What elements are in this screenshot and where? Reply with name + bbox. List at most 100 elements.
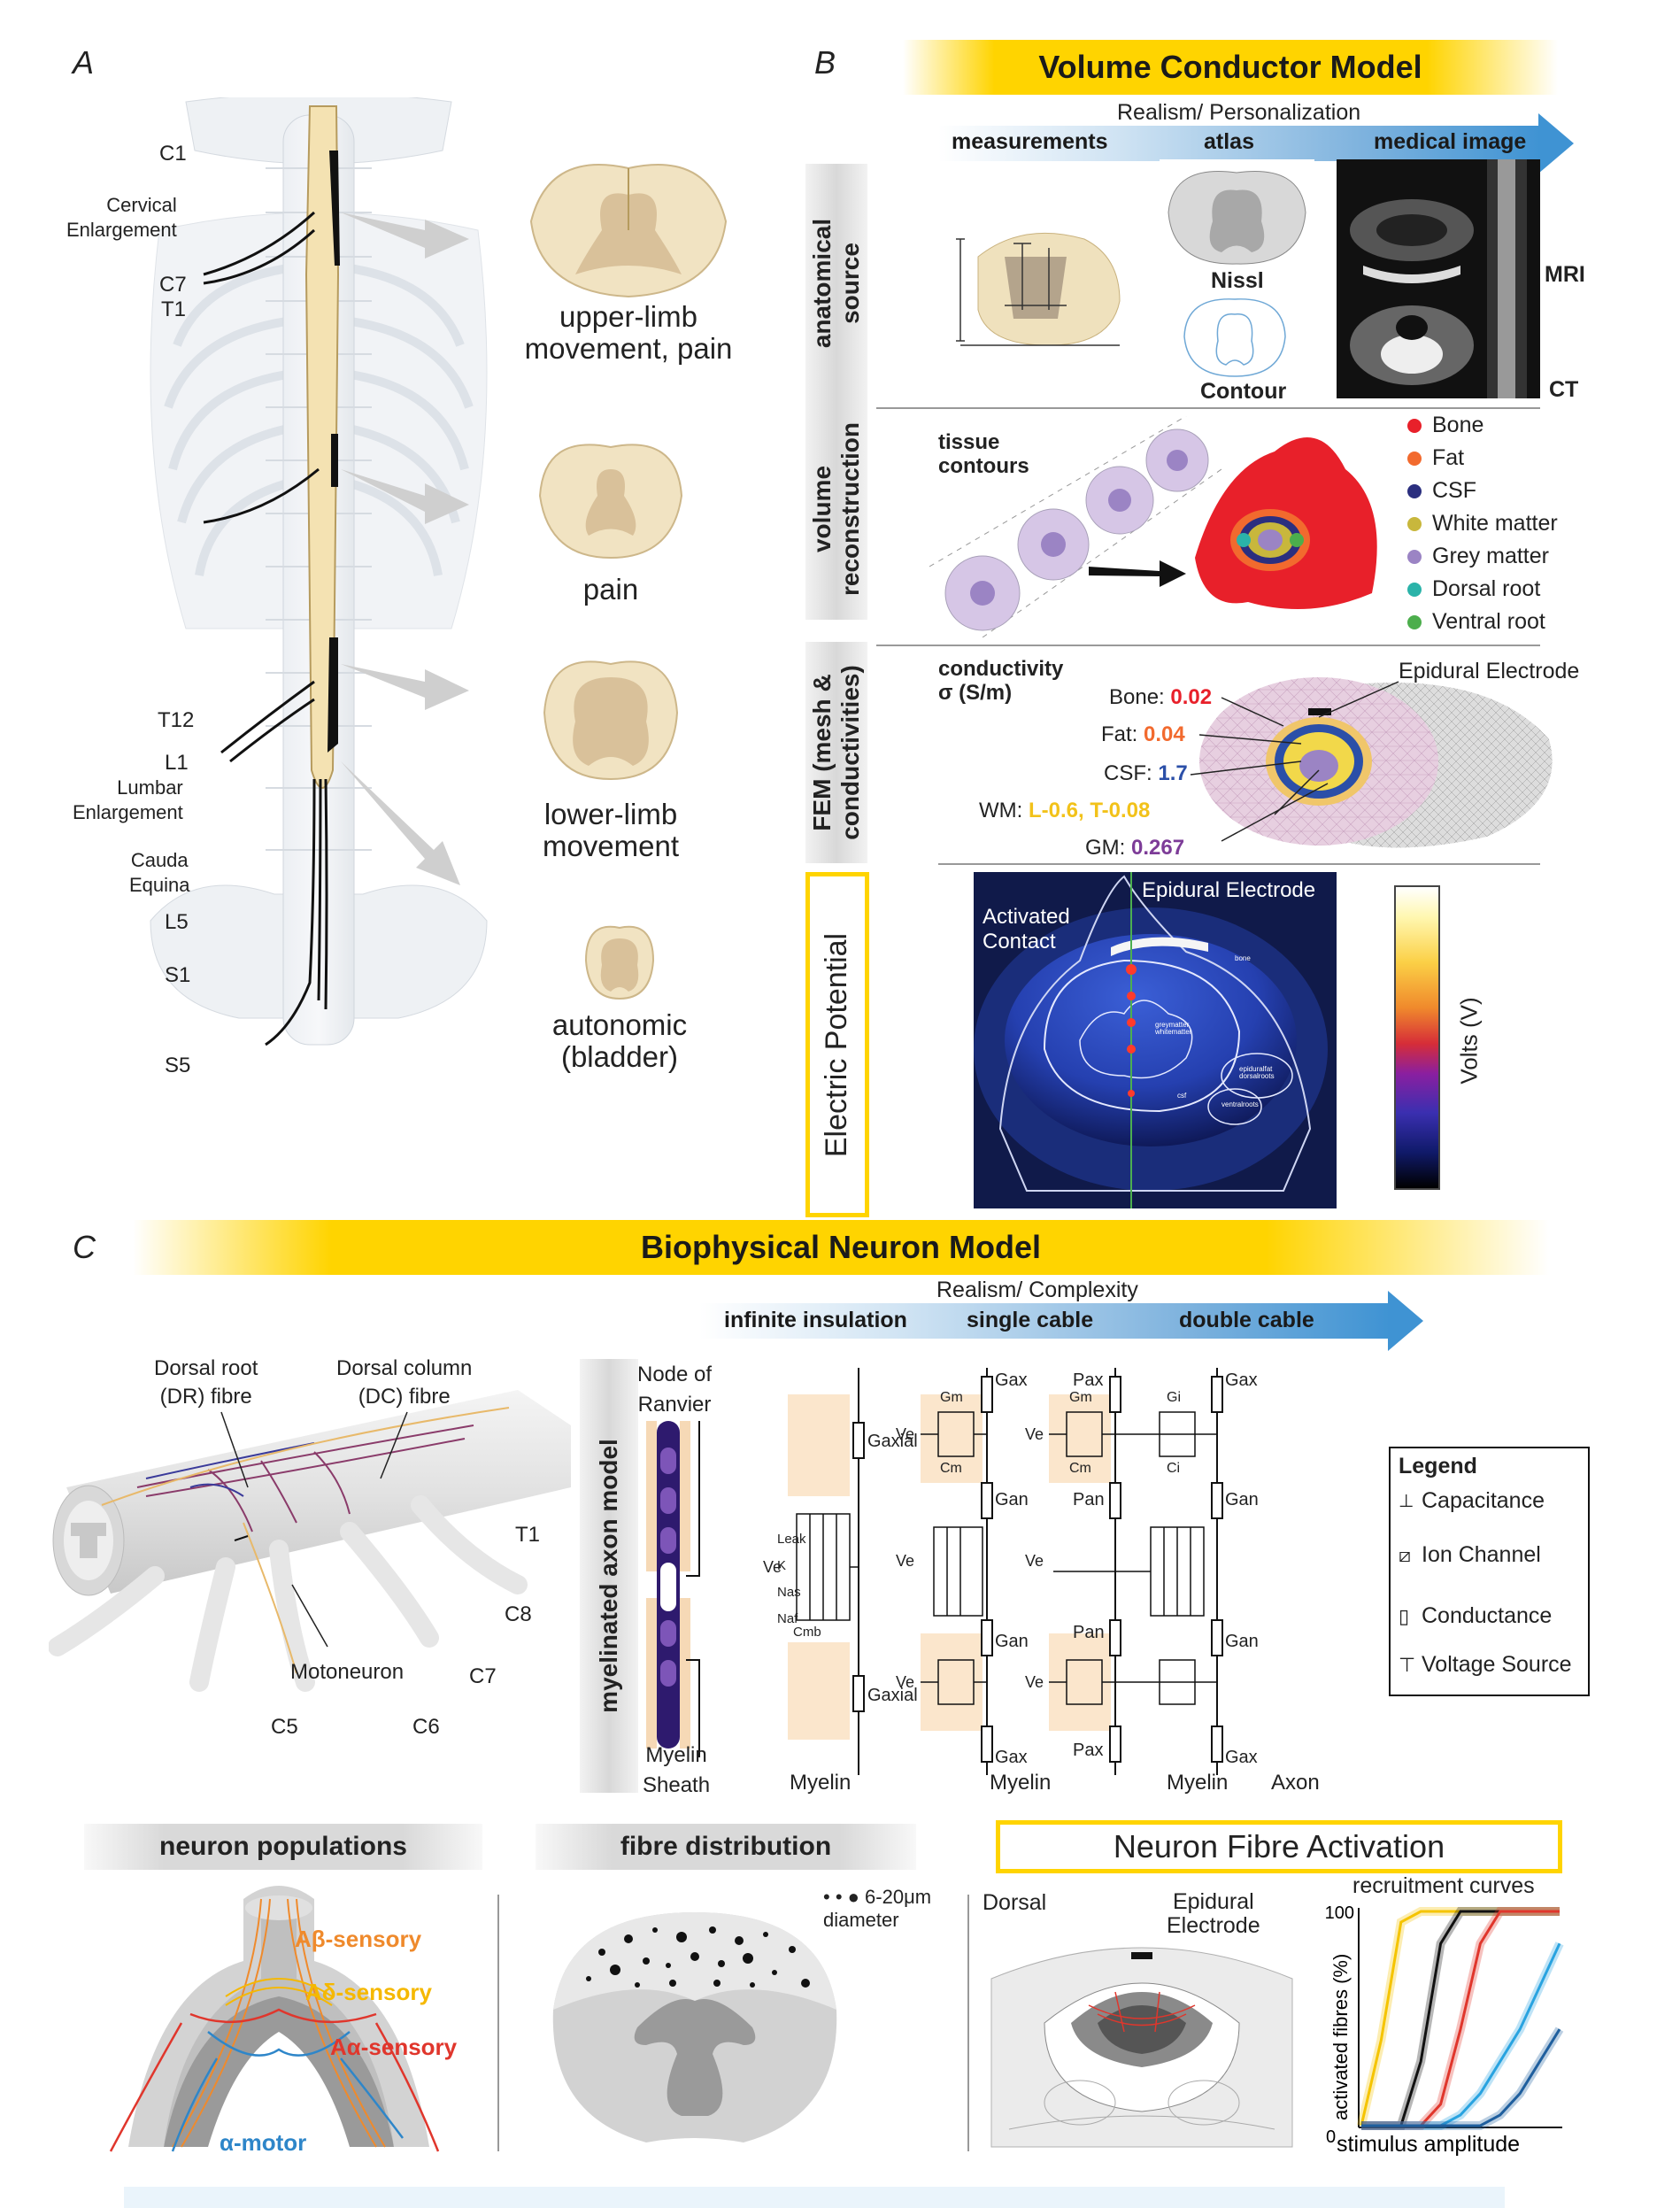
legend-capacitance: ⊥ Capacitance <box>1399 1488 1545 1513</box>
circuit-channel-k: K <box>777 1558 787 1573</box>
circuit-gaxial-bottom: Gaxial <box>867 1686 918 1705</box>
circuit-pax-bottom: Pax <box>1073 1741 1104 1760</box>
row-tab-electric-potential: Electric Potential <box>805 872 869 1217</box>
fem-value-bone: Bone: 0.02 <box>1109 685 1213 709</box>
neuron-realism-arrowhead <box>1388 1291 1423 1351</box>
fibre-distribution-tab: fibre distribution <box>536 1824 916 1870</box>
neuron-fibre-activation-tab: Neuron Fibre Activation <box>996 1820 1562 1873</box>
recruitment-curve-5 <box>1361 2028 1561 2127</box>
tissue-legend-white-matter: White matter <box>1407 507 1558 540</box>
capacitor-icon: ⊥ <box>1399 1492 1414 1511</box>
axon-model-myelin-2: Myelin <box>990 1771 1052 1795</box>
panel-label-b: B <box>814 44 836 81</box>
tissue-legend-dorsal-root: Dorsal root <box>1407 573 1558 606</box>
electric-potential-map: bone greymatter whitematter epiduralfat … <box>974 872 1337 1208</box>
y-axis-label: activated fibres (%) <box>1329 1954 1352 2120</box>
fem-value-gm: GM: 0.267 <box>1085 836 1185 860</box>
fem-electrode-label: Epidural Electrode <box>1399 659 1580 683</box>
label-node-of-ranvier: Node of Ranvier <box>637 1363 713 1417</box>
potential-tiny-whitematter: whitematter <box>1154 1028 1192 1036</box>
circuit-ve-double-2: Ve <box>1025 1552 1044 1570</box>
divider-bottom-1 <box>497 1895 499 2151</box>
volume-axis-title: Realism/ Personalization <box>1117 100 1361 125</box>
atlas-contour-label: Contour <box>1200 379 1287 404</box>
neuron-populations-tab: neuron populations <box>84 1824 482 1870</box>
spinal-column-illustration <box>150 97 488 1046</box>
potential-tiny-ventralroots: ventralroots <box>1221 1100 1259 1108</box>
nissl-atlas-image <box>1160 159 1314 270</box>
x-axis-label: stimulus amplitude <box>1337 2132 1520 2157</box>
level-t1: T1 <box>161 297 187 321</box>
circuit-gi-double: Gi <box>1167 1390 1181 1405</box>
level-c7: C7 <box>159 273 187 297</box>
atlas-nissl-label: Nissl <box>1211 268 1264 293</box>
fem-value-csf: CSF: 1.7 <box>1104 761 1188 785</box>
neuron-realism-arrow <box>699 1303 1390 1339</box>
cross-section-sacral <box>584 925 655 1000</box>
cross-section-cervical <box>529 164 728 298</box>
panel-label-c: C <box>73 1229 96 1265</box>
row-tab-anatomical-source: anatomical source <box>805 164 867 403</box>
neuron-axis-title: Realism/ Complexity <box>936 1278 1138 1302</box>
potential-tiny-bone: bone <box>1235 954 1251 962</box>
population-a-motor: α-motor <box>220 2129 307 2156</box>
y-axis-tick-bottom: 0 <box>1326 2127 1336 2147</box>
divider-bottom-2 <box>967 1895 969 2151</box>
fem-mesh <box>1199 677 1553 848</box>
circuit-pax-top: Pax <box>1073 1370 1104 1390</box>
level-lumbar-enlargement: Lumbar Enlargement <box>73 776 183 823</box>
activation-dorsal-label: Dorsal <box>983 1890 1047 1915</box>
volume-axis-measurements: measurements <box>952 129 1108 154</box>
neuron-axis-double-cable: double cable <box>1179 1308 1314 1332</box>
level-c1: C1 <box>159 142 187 166</box>
circuit-ve-infinite: Ve <box>763 1558 782 1576</box>
fem-leader-lines <box>1190 681 1399 842</box>
label-dr-fibre: Dorsal root (DR) fibre <box>154 1356 258 1409</box>
legend-voltage-source: ⊤ Voltage Source <box>1399 1652 1572 1677</box>
level-l1: L1 <box>165 751 189 775</box>
level-l5: L5 <box>165 910 189 934</box>
population-ab-sensory: Aβ-sensory <box>295 1926 422 1952</box>
legend-conductance: ▯ Conductance <box>1399 1603 1553 1628</box>
volume-realism-arrow <box>938 126 1540 161</box>
circuit-gan-single-2: Gan <box>995 1632 1029 1651</box>
circuit-gan-single-1: Gan <box>995 1490 1029 1509</box>
axon-model-myelin-3: Myelin <box>1167 1771 1229 1795</box>
neuron-axis-infinite-insulation: infinite insulation <box>724 1308 907 1332</box>
potential-tiny-greymatter: greymatter <box>1155 1021 1190 1029</box>
footer-band <box>124 2187 1505 2208</box>
neuron-axis-single-cable: single cable <box>967 1308 1094 1332</box>
volume-conductor-title: Volume Conductor Model <box>1038 49 1422 85</box>
cross-section-lumbar <box>543 660 679 781</box>
label-dc-fibre: Dorsal column (DC) fibre <box>336 1356 473 1409</box>
label-myelin-sheath: Myelin Sheath <box>643 1743 711 1797</box>
recruitment-chart-title: recruitment curves <box>1352 1873 1535 1898</box>
conductivity-heading: conductivity σ (S/m) <box>938 657 1064 705</box>
tissue-legend-bone: Bone <box>1407 409 1558 442</box>
recruitment-curves-chart: 100 0 stimulus amplitude activated fibre… <box>1325 1903 1564 2157</box>
divider-b3 <box>938 863 1540 865</box>
fem-value-fat: Fat: 0.04 <box>1101 722 1185 746</box>
root-label-t1: T1 <box>515 1523 541 1547</box>
tissue-legend: Bone Fat CSF White matter Grey matter Do… <box>1407 409 1558 638</box>
level-t12: T12 <box>158 708 195 732</box>
resistor-icon: ▯ <box>1399 1604 1410 1627</box>
mri-ct-images <box>1337 159 1540 398</box>
circuit-ve-double-3: Ve <box>1025 1673 1044 1691</box>
circuit-legend: Legend ⊥ Capacitance ⧄ Ion Channel ▯ Conduc… <box>1399 1454 1584 1681</box>
cross-section-label-sacral: autonomic (bladder) <box>551 1008 688 1073</box>
myelinated-axon-model-tab: myelinated axon model <box>580 1359 638 1793</box>
circuit-ve-single-2: Ve <box>896 1552 915 1570</box>
level-s5: S5 <box>165 1054 191 1077</box>
anatomical-measurement-diagram <box>956 232 1121 346</box>
tissue-legend-csf: CSF <box>1407 475 1558 507</box>
root-label-c7: C7 <box>469 1664 497 1688</box>
volts-colorbar <box>1394 885 1440 1190</box>
circuit-ve-single-3: Ve <box>896 1673 915 1691</box>
potential-tiny-csf: csf <box>1177 1092 1187 1100</box>
circuit-gan-double-2: Gan <box>1225 1632 1259 1651</box>
cross-section-label-cervical: upper-limb movement, pain <box>524 300 733 365</box>
cross-section-label-thoracic: pain <box>582 573 639 606</box>
circuit-pan-1: Pan <box>1073 1490 1105 1509</box>
population-aa-sensory: Aα-sensory <box>330 2034 458 2060</box>
